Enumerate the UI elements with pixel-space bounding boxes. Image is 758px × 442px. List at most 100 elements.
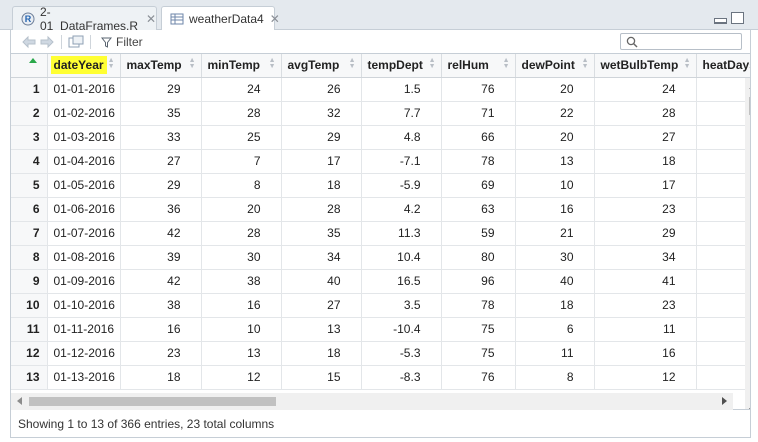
table-cell[interactable]: 78 [441, 293, 516, 318]
table-cell[interactable]: -5.3 [361, 341, 442, 366]
table-cell[interactable]: 27 [281, 293, 362, 318]
table-cell[interactable]: 10.4 [361, 245, 442, 270]
table-cell[interactable]: 75 [441, 317, 516, 342]
forward-arrow-icon[interactable] [39, 33, 55, 51]
table-cell[interactable] [696, 293, 750, 318]
search-input[interactable] [620, 33, 742, 50]
table-cell[interactable]: 6 [515, 317, 595, 342]
column-header-relhum[interactable]: relHum ▲ ▼ [441, 54, 516, 78]
table-cell[interactable]: 76 [441, 77, 516, 102]
table-cell[interactable]: 69 [441, 173, 516, 198]
table-cell[interactable] [696, 341, 750, 366]
table-cell[interactable]: 28 [201, 101, 282, 126]
table-cell[interactable]: 33 [120, 125, 202, 150]
close-tab-icon[interactable]: ✕ [269, 12, 280, 26]
table-cell[interactable]: 80 [441, 245, 516, 270]
table-cell[interactable]: 29 [120, 77, 202, 102]
table-cell[interactable]: 16 [515, 197, 595, 222]
table-cell[interactable]: 01-03-2016 [47, 125, 121, 150]
table-cell[interactable]: 23 [594, 293, 697, 318]
table-cell[interactable]: 7 [201, 149, 282, 174]
table-cell[interactable] [696, 149, 750, 174]
table-cell[interactable]: 38 [120, 293, 202, 318]
table-cell[interactable]: 40 [281, 269, 362, 294]
table-cell[interactable]: 3.5 [361, 293, 442, 318]
table-cell[interactable]: 11.3 [361, 221, 442, 246]
table-cell[interactable]: 28 [201, 221, 282, 246]
scroll-right-arrow-icon[interactable] [722, 397, 727, 405]
table-cell[interactable]: 75 [441, 341, 516, 366]
horizontal-scrollbar[interactable] [11, 393, 733, 410]
back-arrow-icon[interactable] [21, 33, 37, 51]
table-cell[interactable] [696, 221, 750, 246]
table-cell[interactable]: 13 [515, 149, 595, 174]
close-tab-icon[interactable]: ✕ [145, 11, 156, 26]
filter-button[interactable]: Filter [101, 35, 143, 49]
table-cell[interactable] [696, 77, 750, 102]
horizontal-scroll-thumb[interactable] [29, 397, 276, 406]
table-cell[interactable]: -8.3 [361, 365, 442, 390]
column-header-heatdays[interactable]: heatDays [696, 54, 750, 78]
table-cell[interactable]: 13 [201, 341, 282, 366]
table-cell[interactable]: 01-06-2016 [47, 197, 121, 222]
table-cell[interactable]: 21 [515, 221, 595, 246]
table-cell[interactable]: 7.7 [361, 101, 442, 126]
table-cell[interactable]: 26 [281, 77, 362, 102]
vertical-scroll-thumb[interactable] [749, 97, 750, 115]
maximize-pane-icon[interactable] [731, 12, 744, 24]
table-cell[interactable]: 63 [441, 197, 516, 222]
column-header-dewpoint[interactable]: dewPoint ▲ ▼ [515, 54, 595, 78]
table-cell[interactable]: 16 [120, 317, 202, 342]
table-cell[interactable]: 18 [120, 365, 202, 390]
table-cell[interactable]: 35 [120, 101, 202, 126]
table-cell[interactable]: 36 [120, 197, 202, 222]
table-cell[interactable]: 01-02-2016 [47, 101, 121, 126]
table-cell[interactable]: 25 [201, 125, 282, 150]
table-cell[interactable]: 15 [281, 365, 362, 390]
table-cell[interactable]: 40 [515, 269, 595, 294]
table-cell[interactable]: 34 [594, 245, 697, 270]
table-cell[interactable]: 01-11-2016 [47, 317, 121, 342]
table-cell[interactable]: 20 [201, 197, 282, 222]
scroll-up-arrow-icon[interactable] [749, 84, 750, 89]
table-cell[interactable]: 12 [201, 365, 282, 390]
table-cell[interactable]: 41 [594, 269, 697, 294]
show-in-window-icon[interactable] [68, 33, 84, 51]
table-cell[interactable]: 20 [515, 77, 595, 102]
column-header-maxtemp[interactable]: maxTemp ▲ ▼ [120, 54, 202, 78]
table-cell[interactable]: 11 [594, 317, 697, 342]
table-cell[interactable]: 29 [594, 221, 697, 246]
column-header-dateyear[interactable]: dateYear ▲ ▼ [47, 54, 121, 78]
table-cell[interactable]: 16 [594, 341, 697, 366]
table-cell[interactable]: 1.5 [361, 77, 442, 102]
table-cell[interactable] [696, 245, 750, 270]
table-cell[interactable] [696, 101, 750, 126]
table-cell[interactable]: 30 [515, 245, 595, 270]
tab-r-script[interactable]: R 2-01_DataFrames.R ✕ [12, 5, 157, 33]
table-cell[interactable] [696, 197, 750, 222]
table-cell[interactable]: 17 [281, 149, 362, 174]
column-header-wetbulbtemp[interactable]: wetBulbTemp ▲ ▼ [594, 54, 697, 78]
row-number-header[interactable] [11, 54, 48, 78]
table-cell[interactable]: 22 [515, 101, 595, 126]
table-cell[interactable] [696, 317, 750, 342]
table-cell[interactable]: 29 [120, 173, 202, 198]
table-cell[interactable]: 01-08-2016 [47, 245, 121, 270]
table-cell[interactable]: 29 [281, 125, 362, 150]
table-cell[interactable]: 24 [201, 77, 282, 102]
table-cell[interactable] [696, 125, 750, 150]
table-cell[interactable]: 23 [120, 341, 202, 366]
table-cell[interactable]: 10 [515, 173, 595, 198]
table-cell[interactable]: 13 [281, 317, 362, 342]
table-cell[interactable]: 78 [441, 149, 516, 174]
table-cell[interactable]: -10.4 [361, 317, 442, 342]
table-cell[interactable]: 20 [515, 125, 595, 150]
table-cell[interactable]: 27 [594, 125, 697, 150]
table-cell[interactable]: 76 [441, 365, 516, 390]
table-cell[interactable]: 01-10-2016 [47, 293, 121, 318]
table-cell[interactable]: 18 [281, 173, 362, 198]
table-cell[interactable]: -5.9 [361, 173, 442, 198]
vertical-scrollbar[interactable] [745, 78, 750, 409]
table-cell[interactable]: 12 [594, 365, 697, 390]
table-cell[interactable]: 01-09-2016 [47, 269, 121, 294]
